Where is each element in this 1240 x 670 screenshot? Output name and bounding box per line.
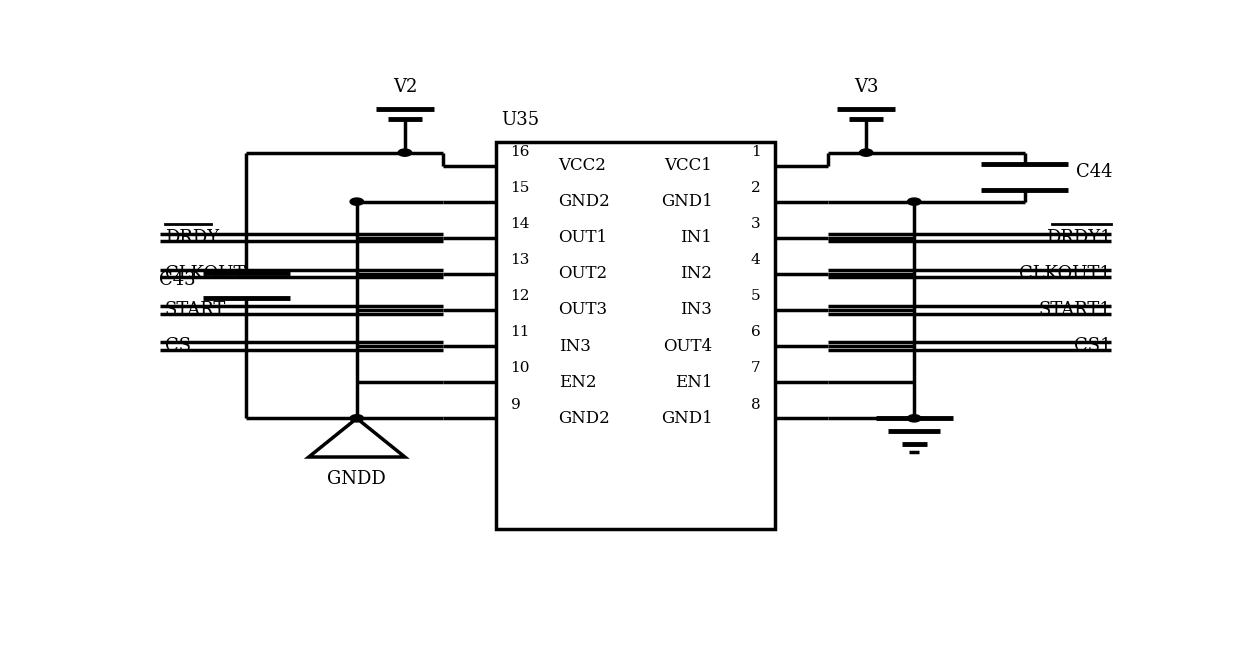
Text: 8: 8 [750, 397, 760, 411]
Text: 1: 1 [750, 145, 760, 159]
Text: 10: 10 [511, 362, 529, 375]
Text: 11: 11 [511, 326, 529, 340]
Text: DRDY: DRDY [165, 228, 218, 247]
Text: C44: C44 [1075, 163, 1112, 181]
Text: 9: 9 [511, 397, 521, 411]
Text: IN3: IN3 [681, 302, 713, 318]
Text: GND2: GND2 [558, 410, 610, 427]
Circle shape [908, 198, 921, 205]
Text: OUT1: OUT1 [558, 229, 608, 247]
Text: 4: 4 [750, 253, 760, 267]
Text: 15: 15 [511, 181, 529, 195]
Text: EN1: EN1 [675, 374, 713, 391]
Circle shape [908, 415, 921, 422]
Bar [496, 142, 775, 529]
Text: OUT4: OUT4 [663, 338, 713, 354]
Text: C43: C43 [159, 271, 196, 289]
Text: CLKOUT1: CLKOUT1 [1019, 265, 1111, 283]
Text: START: START [165, 301, 226, 319]
Text: IN1: IN1 [681, 229, 713, 247]
Text: VCC2: VCC2 [558, 157, 606, 174]
Text: 12: 12 [511, 289, 529, 304]
Text: 14: 14 [511, 217, 529, 231]
Text: V3: V3 [854, 78, 878, 96]
Text: GND1: GND1 [661, 410, 713, 427]
Text: START1: START1 [1038, 301, 1111, 319]
Circle shape [398, 149, 412, 156]
Text: CLKOUT: CLKOUT [165, 265, 246, 283]
Text: GND2: GND2 [558, 193, 610, 210]
Text: U35: U35 [501, 111, 539, 129]
Text: 6: 6 [750, 326, 760, 340]
Text: CS: CS [165, 337, 191, 355]
Text: GNDD: GNDD [327, 470, 386, 488]
Text: VCC1: VCC1 [665, 157, 713, 174]
Text: OUT2: OUT2 [558, 265, 608, 282]
Text: DRDY1: DRDY1 [1045, 228, 1111, 247]
Text: 7: 7 [750, 362, 760, 375]
Circle shape [350, 198, 363, 205]
Text: 2: 2 [750, 181, 760, 195]
Text: 5: 5 [750, 289, 760, 304]
Text: GND1: GND1 [661, 193, 713, 210]
Text: OUT3: OUT3 [558, 302, 608, 318]
Text: CS1: CS1 [1074, 337, 1111, 355]
Text: 16: 16 [511, 145, 529, 159]
Circle shape [859, 149, 873, 156]
Text: 13: 13 [511, 253, 529, 267]
Text: EN2: EN2 [558, 374, 596, 391]
Text: IN2: IN2 [681, 265, 713, 282]
Circle shape [350, 415, 363, 422]
Text: 3: 3 [750, 217, 760, 231]
Text: V2: V2 [393, 78, 417, 96]
Text: IN3: IN3 [558, 338, 590, 354]
